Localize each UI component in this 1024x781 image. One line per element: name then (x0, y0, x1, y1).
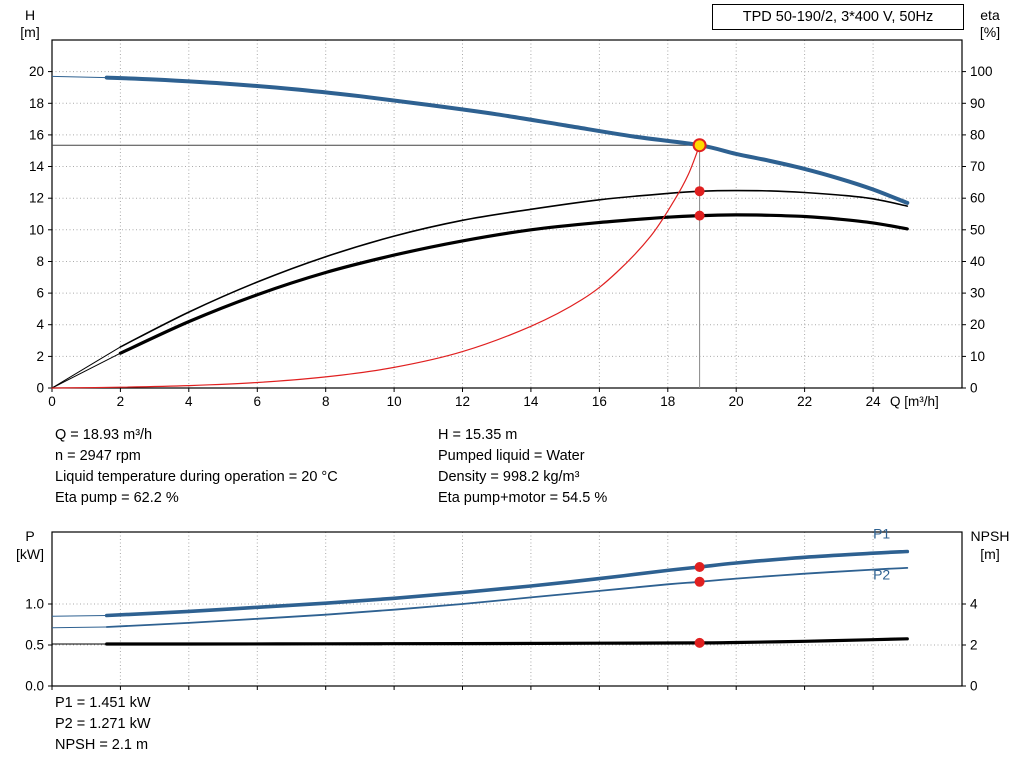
svg-text:10: 10 (970, 349, 985, 364)
svg-text:70: 70 (970, 159, 985, 174)
chart-0: 0 2 4 6 8 10 12 14 16 18 20 22 240246810121416182001… (20, 7, 1000, 409)
curve-point-marker (694, 210, 705, 221)
pump-type-title-box: TPD 50-190/2, 3*400 V, 50Hz (712, 4, 964, 30)
svg-text:30: 30 (970, 286, 985, 301)
left-axis-label: [m] (20, 24, 39, 40)
chart-1: 0.0 0.5 1.0 0 2 4 P [kW] NPSH [m] P1 P2 (16, 525, 1009, 693)
eta-pump-curve-leader (51, 346, 121, 389)
svg-text:0: 0 (48, 394, 56, 409)
annotation-flow: Q = 18.93 m³/h (55, 427, 153, 443)
svg-text:2: 2 (970, 638, 978, 653)
right-axis-label: eta (980, 7, 1000, 23)
svg-text:50: 50 (970, 222, 985, 237)
svg-text:8: 8 (36, 254, 44, 269)
left-axis-label: P (25, 528, 34, 544)
eta-pump-motor-curve (118, 213, 909, 355)
head-curve-leader (51, 75, 107, 79)
svg-text:0.0: 0.0 (25, 679, 44, 694)
curve-point-marker (694, 576, 705, 587)
svg-text:16: 16 (592, 394, 607, 409)
left-axis-label: [kW] (16, 546, 44, 562)
svg-text:16: 16 (29, 127, 44, 142)
left-axis-label: H (25, 7, 35, 23)
svg-text:80: 80 (970, 127, 985, 142)
annotation-speed: n = 2947 rpm (55, 448, 141, 464)
annotation-density: Density = 998.2 kg/m³ (438, 469, 580, 485)
duty-point-marker (692, 138, 707, 153)
series-label-P1: P1 (873, 525, 890, 541)
right-axis-label: [m] (980, 546, 999, 562)
svg-text:60: 60 (970, 191, 985, 206)
svg-text:10: 10 (387, 394, 402, 409)
svg-text:0: 0 (970, 679, 978, 694)
svg-text:12: 12 (455, 394, 470, 409)
svg-text:1.0: 1.0 (25, 597, 44, 612)
right-axis-label: NPSH (971, 528, 1010, 544)
svg-text:14: 14 (523, 394, 539, 409)
annotation-head: H = 15.35 m (438, 427, 518, 443)
head-curve (104, 75, 910, 205)
svg-text:14: 14 (29, 159, 45, 174)
svg-text:6: 6 (254, 394, 262, 409)
svg-text:2: 2 (117, 394, 125, 409)
curve-point-marker (694, 637, 705, 648)
svg-text:0: 0 (36, 381, 44, 396)
annotation-liquid-temperature: Liquid temperature during operation = 20… (55, 469, 338, 485)
annotation-pumped-liquid: Pumped liquid = Water (438, 448, 585, 464)
svg-text:18: 18 (29, 96, 44, 111)
p2-curve (105, 567, 909, 628)
svg-text:12: 12 (29, 191, 44, 206)
svg-text:40: 40 (970, 254, 985, 269)
annotation-npsh: NPSH = 2.1 m (55, 737, 149, 753)
series-label-P2: P2 (873, 566, 890, 582)
svg-text:20: 20 (729, 394, 744, 409)
annotation-eta-pump-motor: Eta pump+motor = 54.5 % (438, 490, 608, 506)
curve-point-marker (694, 186, 705, 197)
plot-frame (51, 531, 963, 687)
svg-text:10: 10 (29, 222, 44, 237)
svg-text:4: 4 (36, 317, 44, 332)
annotation-eta-pump: Eta pump = 62.2 % (55, 490, 179, 506)
p1-curve (104, 549, 910, 618)
x-axis-label: Q [m³/h] (890, 394, 939, 409)
annotation-p1-power: P1 = 1.451 kW (55, 695, 151, 711)
npsh-curve (105, 637, 909, 646)
svg-text:24: 24 (866, 394, 882, 409)
right-axis-label: [%] (980, 24, 1000, 40)
eta-pump-curve (119, 189, 909, 348)
svg-text:2: 2 (36, 349, 44, 364)
p1-curve-leader (51, 615, 107, 617)
system-curve (51, 144, 701, 389)
svg-text:20: 20 (970, 317, 985, 332)
svg-text:90: 90 (970, 96, 985, 111)
svg-text:8: 8 (322, 394, 330, 409)
plot-frame (51, 39, 963, 389)
annotation-p2-power: P2 = 1.271 kW (55, 716, 151, 732)
svg-text:0: 0 (970, 381, 978, 396)
svg-text:6: 6 (36, 286, 44, 301)
eta-pump-motor-curve-leader (51, 352, 121, 389)
svg-text:4: 4 (185, 394, 193, 409)
svg-text:18: 18 (660, 394, 675, 409)
svg-text:0.5: 0.5 (25, 638, 44, 653)
curve-point-marker (694, 562, 705, 572)
svg-text:22: 22 (797, 394, 812, 409)
p2-curve-leader (51, 626, 107, 629)
svg-text:100: 100 (970, 64, 993, 79)
svg-text:4: 4 (970, 597, 978, 612)
svg-text:20: 20 (29, 64, 44, 79)
